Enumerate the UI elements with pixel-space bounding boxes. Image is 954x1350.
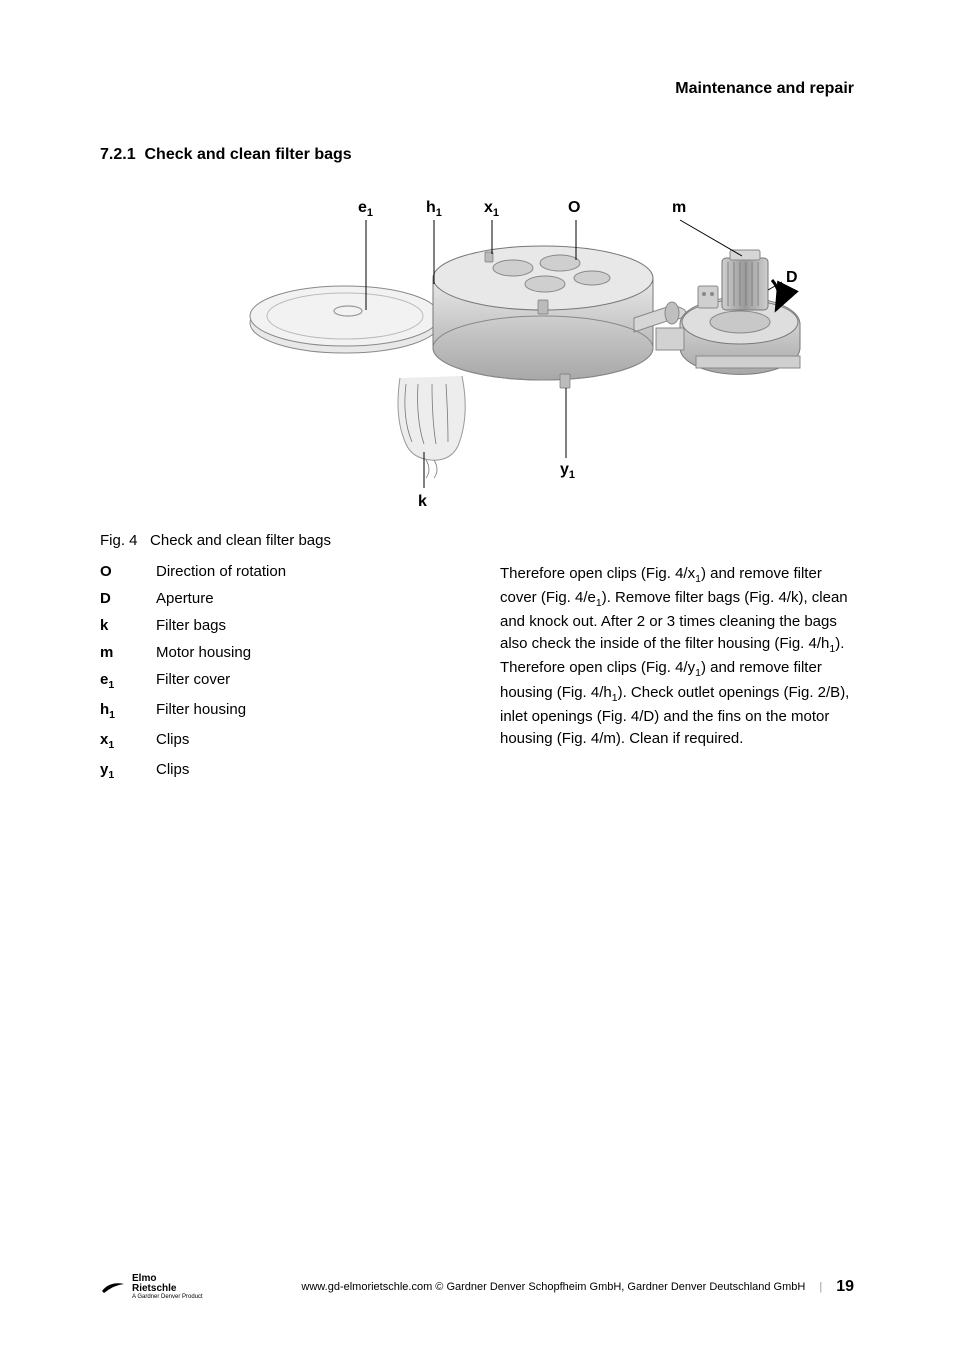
legend-key: h1 xyxy=(100,701,156,721)
legend-key: O xyxy=(100,563,156,580)
legend-text: Filter cover xyxy=(156,671,230,691)
legend-text: Clips xyxy=(156,731,189,751)
svg-text:k: k xyxy=(418,493,427,510)
legend-text: Filter housing xyxy=(156,701,246,721)
legend-text: Filter bags xyxy=(156,617,226,634)
legend-row: y1Clips xyxy=(100,761,460,781)
section-heading: Check and clean filter bags xyxy=(144,146,351,163)
legend-row: kFilter bags xyxy=(100,617,460,634)
svg-text:y1: y1 xyxy=(560,461,575,481)
legend-key: m xyxy=(100,644,156,661)
legend-text: Direction of rotation xyxy=(156,563,286,580)
brand-logo: ElmoRietschle A Gardner Denver Product xyxy=(100,1274,203,1300)
legend-row: ODirection of rotation xyxy=(100,563,460,580)
svg-text:x1: x1 xyxy=(484,199,499,219)
filter-cover-illustration xyxy=(250,286,440,353)
legend-key: y1 xyxy=(100,761,156,781)
svg-text:e1: e1 xyxy=(358,199,373,219)
footer: ElmoRietschle A Gardner Denver Product w… xyxy=(100,1274,854,1300)
legend-row: h1Filter housing xyxy=(100,701,460,721)
page-number: 19 xyxy=(836,1278,854,1296)
figure-caption: Fig. 4 Check and clean filter bags xyxy=(100,532,854,549)
legend-row: mMotor housing xyxy=(100,644,460,661)
svg-text:D: D xyxy=(786,269,798,286)
legend-key: D xyxy=(100,590,156,607)
running-head: Maintenance and repair xyxy=(100,80,854,98)
svg-text:h1: h1 xyxy=(426,199,442,219)
svg-text:O: O xyxy=(568,199,580,216)
figure-4: e1 h1 x1 O m D y1 k xyxy=(100,188,854,518)
legend-row: DAperture xyxy=(100,590,460,607)
legend-text: Motor housing xyxy=(156,644,251,661)
section-title: 7.2.1 Check and clean filter bags xyxy=(100,146,854,164)
body-text: Therefore open clips (Fig. 4/x1) and rem… xyxy=(500,563,854,791)
legend: ODirection of rotationDAperturekFilter b… xyxy=(100,563,460,791)
svg-text:m: m xyxy=(672,199,686,216)
legend-key: e1 xyxy=(100,671,156,691)
legend-row: e1Filter cover xyxy=(100,671,460,691)
legend-text: Clips xyxy=(156,761,189,781)
footer-text: www.gd-elmorietschle.com © Gardner Denve… xyxy=(301,1281,805,1293)
legend-key: k xyxy=(100,617,156,634)
footer-divider: | xyxy=(819,1281,822,1293)
legend-row: x1Clips xyxy=(100,731,460,751)
section-number: 7.2.1 xyxy=(100,146,136,163)
legend-text: Aperture xyxy=(156,590,214,607)
legend-key: x1 xyxy=(100,731,156,751)
filter-housing-illustration xyxy=(398,246,686,478)
